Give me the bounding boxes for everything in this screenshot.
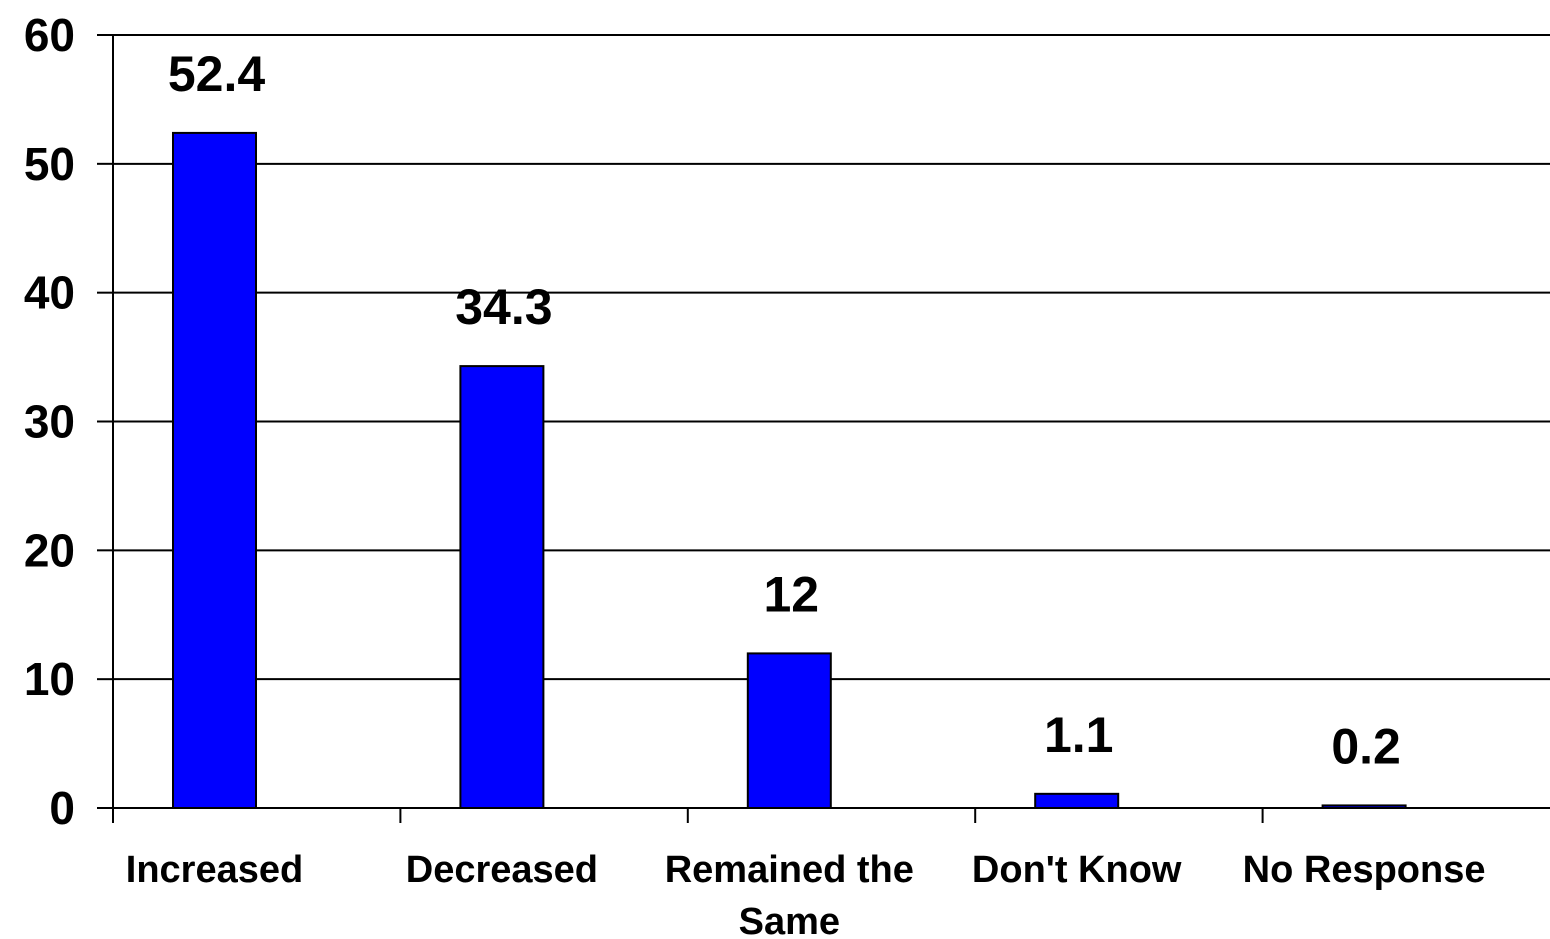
data-labels: 52.4 34.3 12 1.1 0.2 xyxy=(168,46,1401,775)
category-label: Don't Know xyxy=(972,849,1182,891)
y-tick-label: 40 xyxy=(24,267,75,319)
data-label: 12 xyxy=(763,566,819,622)
y-tick-label: 50 xyxy=(24,138,75,190)
x-axis xyxy=(112,35,1550,823)
bar-don-t-know xyxy=(1034,792,1120,809)
y-tick-label: 20 xyxy=(24,524,75,576)
data-label: 0.2 xyxy=(1331,718,1401,774)
data-label: 1.1 xyxy=(1044,707,1114,763)
y-tick-label: 30 xyxy=(24,396,75,448)
bar-remained-the-same xyxy=(746,652,832,810)
category-label: Remained the Same xyxy=(665,849,914,939)
bar-increased xyxy=(172,131,257,809)
category-label: No Response xyxy=(1243,849,1486,891)
category-label: Increased xyxy=(126,849,303,891)
data-label: 34.3 xyxy=(455,279,552,335)
y-tick-label: 60 xyxy=(24,9,75,61)
bar-decreased xyxy=(459,365,545,809)
gridlines xyxy=(113,34,1550,809)
category-labels: Increased Decreased Remained the Same Don't … xyxy=(126,849,1486,939)
bars xyxy=(172,131,1407,810)
y-tick-label: 0 xyxy=(49,782,75,834)
y-axis-ticks: 0 10 20 30 40 50 60 xyxy=(24,9,113,834)
category-label: Decreased xyxy=(406,849,598,891)
data-label: 52.4 xyxy=(168,46,266,102)
y-tick-label: 10 xyxy=(24,653,75,705)
